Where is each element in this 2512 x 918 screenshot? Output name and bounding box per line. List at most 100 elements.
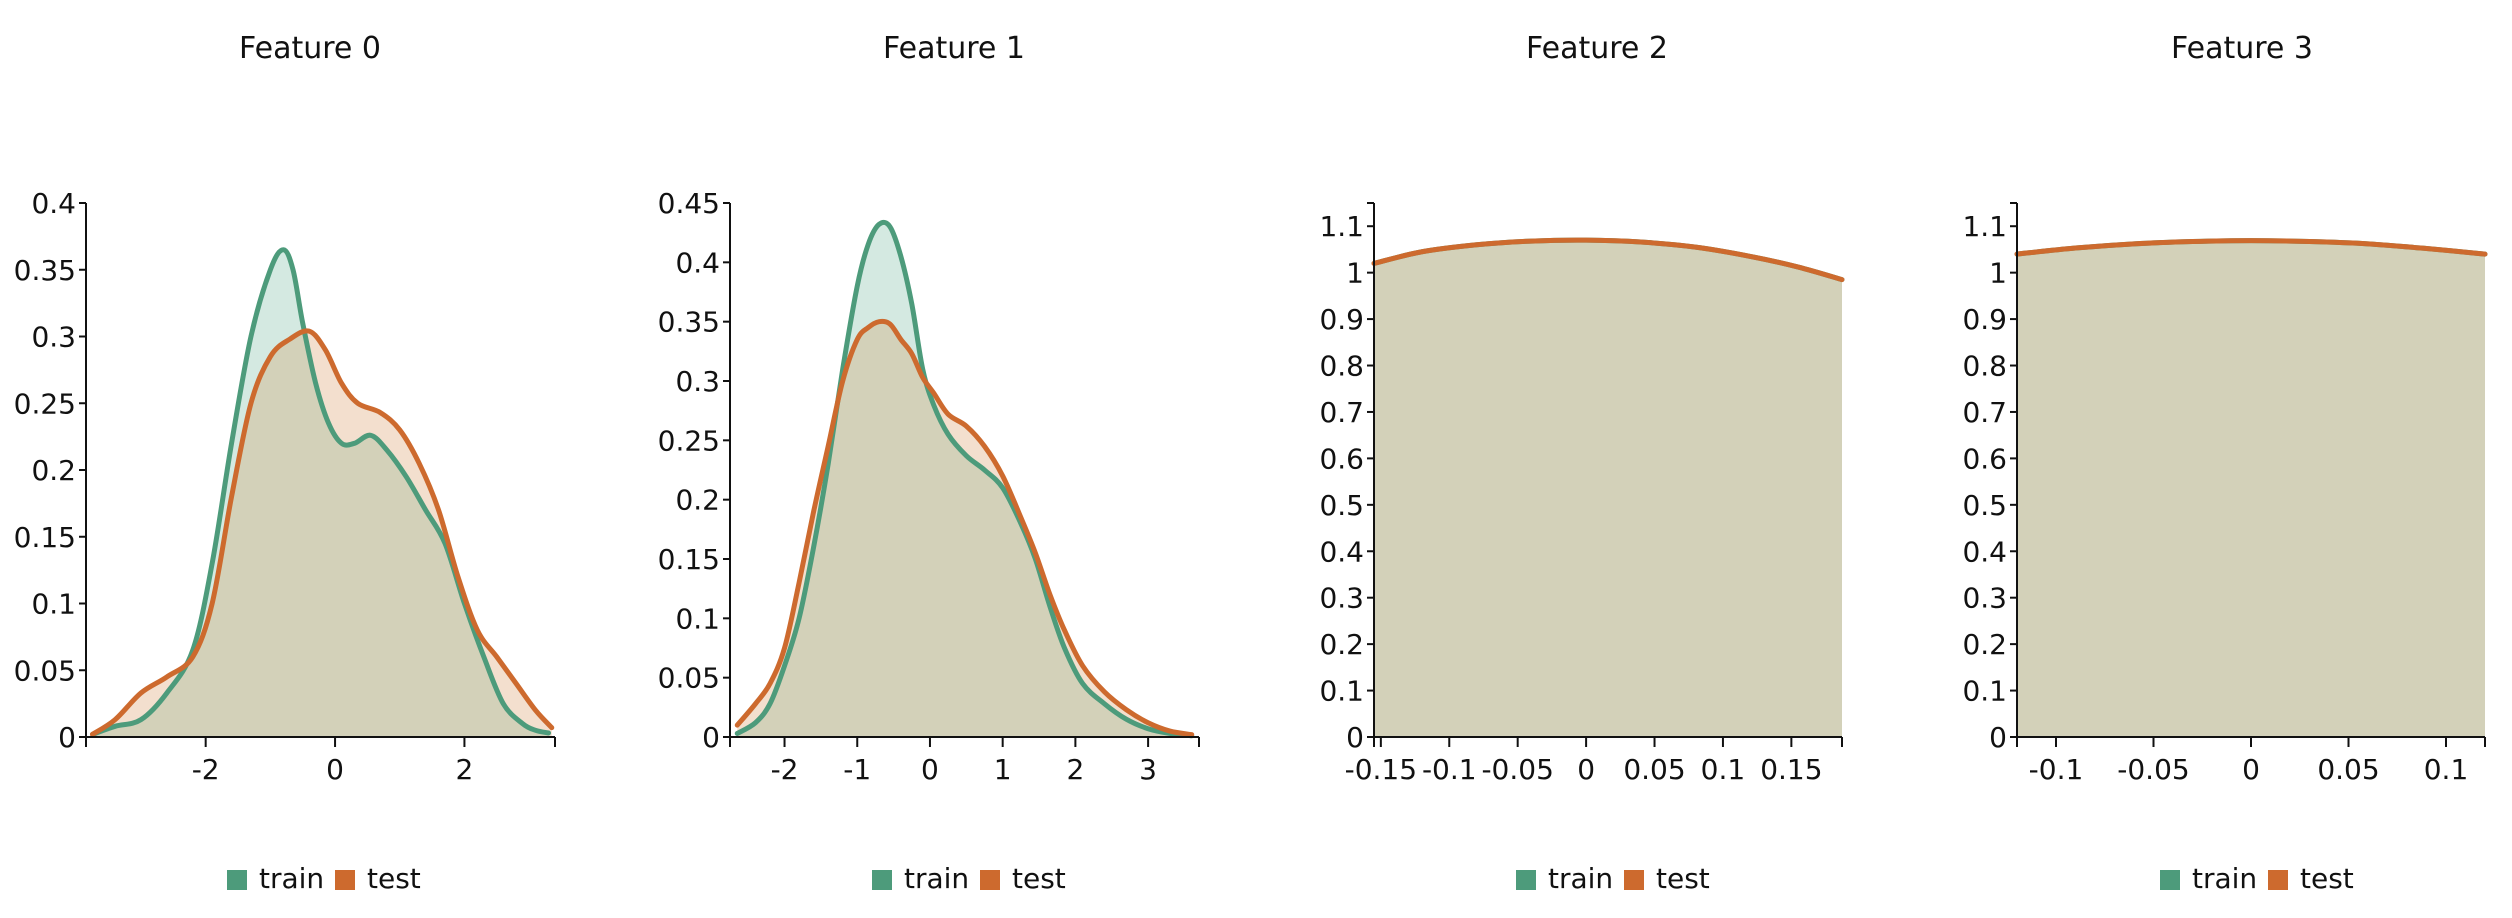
- y-tick-label: 0: [58, 721, 76, 754]
- chart-title: Feature 3: [2171, 31, 2313, 66]
- legend: train test: [872, 862, 1066, 895]
- y-tick-label: 0: [702, 721, 720, 754]
- y-tick-label: 0.3: [675, 365, 720, 398]
- x-tick-label: -0.05: [1481, 753, 1553, 786]
- x-tick-label: -0.1: [2029, 753, 2084, 786]
- y-tick-label: 0.35: [658, 306, 720, 339]
- y-tick-label: 0.15: [14, 521, 76, 554]
- y-tick-label: 0.4: [675, 246, 720, 279]
- x-tick-label: 0.1: [2424, 753, 2469, 786]
- y-tick-label: 0.05: [14, 654, 76, 687]
- x-tick-label: 0.15: [1760, 753, 1822, 786]
- legend-label-test: test: [367, 862, 421, 895]
- legend-swatch-train: [2160, 870, 2180, 890]
- legend-label-test: test: [1012, 862, 1066, 895]
- y-tick-label: 0.5: [1319, 489, 1364, 522]
- y-tick-label: 0.1: [31, 588, 76, 621]
- y-tick-label: 0.2: [31, 454, 76, 487]
- legend-label-train: train: [2192, 862, 2257, 895]
- x-tick-label: 0: [326, 753, 344, 786]
- legend-swatch-test: [980, 870, 1000, 890]
- y-tick-label: 0.9: [1962, 303, 2007, 336]
- x-tick-label: 0: [2242, 753, 2260, 786]
- y-tick-label: 0.4: [1962, 535, 2007, 568]
- y-tick-label: 0.3: [31, 321, 76, 354]
- y-tick-label: 0.9: [1319, 303, 1364, 336]
- x-tick-label: 0.1: [1701, 753, 1746, 786]
- y-tick-label: 0.7: [1319, 396, 1364, 429]
- y-tick-label: 0.4: [1319, 535, 1364, 568]
- y-tick-label: 0.1: [1962, 675, 2007, 708]
- x-tick-label: 2: [456, 753, 474, 786]
- legend: train test: [1516, 862, 1710, 895]
- chart-panel-2: Feature 2 0 0.1 0.2 0.3 0.4 0.5 0.6 0.7 0.8 0.9 1 1.…: [1319, 31, 1845, 895]
- y-tick-label: 0.3: [1319, 582, 1364, 615]
- legend: train test: [2160, 862, 2354, 895]
- legend-label-test: test: [1656, 862, 1710, 895]
- y-tick-label: 1: [1989, 257, 2007, 290]
- legend: train test: [227, 862, 421, 895]
- y-tick-label: 0.8: [1962, 350, 2007, 383]
- y-tick-label: 0.35: [14, 254, 76, 287]
- legend-swatch-train: [872, 870, 892, 890]
- y-tick-label: 0.25: [14, 387, 76, 420]
- legend-label-train: train: [904, 862, 969, 895]
- y-tick-label: 0.5: [1962, 489, 2007, 522]
- y-tick-label: 0: [1346, 721, 1364, 754]
- series-line-test: [89, 328, 555, 737]
- x-tick-label: -2: [771, 753, 799, 786]
- y-tick-label: 1.1: [1319, 210, 1364, 243]
- series-line-test: [734, 318, 1195, 738]
- x-tick-label: 0.05: [1623, 753, 1685, 786]
- y-tick-label: 0.25: [658, 424, 720, 457]
- x-tick-label: 3: [1139, 753, 1157, 786]
- chart-panel-0: Feature 0 0 0.05 0.1 0.15 0.2 0.25 0.3 0.35 0.4 -2…: [14, 31, 556, 895]
- y-tick-label: 0.05: [658, 662, 720, 695]
- y-tick-label: 0.6: [1319, 442, 1364, 475]
- series-line-train: [734, 219, 1195, 739]
- series-line-test: [2014, 238, 2488, 257]
- x-tick-label: -0.1: [1422, 753, 1477, 786]
- x-tick-label: 1: [994, 753, 1012, 786]
- y-tick-label: 0.2: [675, 484, 720, 517]
- legend-label-test: test: [2300, 862, 2354, 895]
- legend-label-train: train: [1548, 862, 1613, 895]
- x-tick-label: 0: [1577, 753, 1595, 786]
- y-tick-label: 0.2: [1962, 628, 2007, 661]
- legend-swatch-test: [1624, 870, 1644, 890]
- y-tick-label: 0.6: [1962, 442, 2007, 475]
- chart-panel-1: Feature 1 0 0.05 0.1 0.15 0.2 0.25 0.3 0.35 0.4 0.…: [658, 31, 1200, 895]
- y-tick-label: 0.1: [1319, 675, 1364, 708]
- y-tick-label: 0.8: [1319, 350, 1364, 383]
- overlap-area: [2017, 240, 2485, 738]
- y-tick-label: 0.3: [1962, 582, 2007, 615]
- chart-title: Feature 0: [239, 31, 381, 66]
- y-tick-label: 0.1: [675, 602, 720, 635]
- y-tick-label: 0.4: [31, 187, 76, 220]
- x-tick-label: 0.05: [2317, 753, 2379, 786]
- y-tick-label: 0.7: [1962, 396, 2007, 429]
- x-tick-label: -0.05: [2117, 753, 2189, 786]
- y-tick-label: 0: [1989, 721, 2007, 754]
- chart-title: Feature 2: [1526, 31, 1668, 66]
- overlap-area: [92, 332, 549, 737]
- overlap-area: [737, 321, 1192, 737]
- chart-title: Feature 1: [883, 31, 1025, 66]
- overlap-area: [1374, 240, 1842, 738]
- y-tick-label: 0.2: [1319, 628, 1364, 661]
- legend-swatch-test: [2268, 870, 2288, 890]
- y-tick-label: 1.1: [1962, 210, 2007, 243]
- legend-swatch-train: [227, 870, 247, 890]
- series-line-train: [89, 247, 552, 737]
- y-tick-label: 0.15: [658, 543, 720, 576]
- x-tick-label: -1: [843, 753, 871, 786]
- chart-panel-3: Feature 3 0 0.1 0.2 0.3 0.4 0.5 0.6 0.7 0.8 0.9 1 1.…: [1962, 31, 2488, 895]
- legend-swatch-test: [335, 870, 355, 890]
- y-tick-label: 0.45: [658, 187, 720, 220]
- x-tick-label: 0: [921, 753, 939, 786]
- legend-swatch-train: [1516, 870, 1536, 890]
- y-tick-label: 1: [1346, 257, 1364, 290]
- legend-label-train: train: [259, 862, 324, 895]
